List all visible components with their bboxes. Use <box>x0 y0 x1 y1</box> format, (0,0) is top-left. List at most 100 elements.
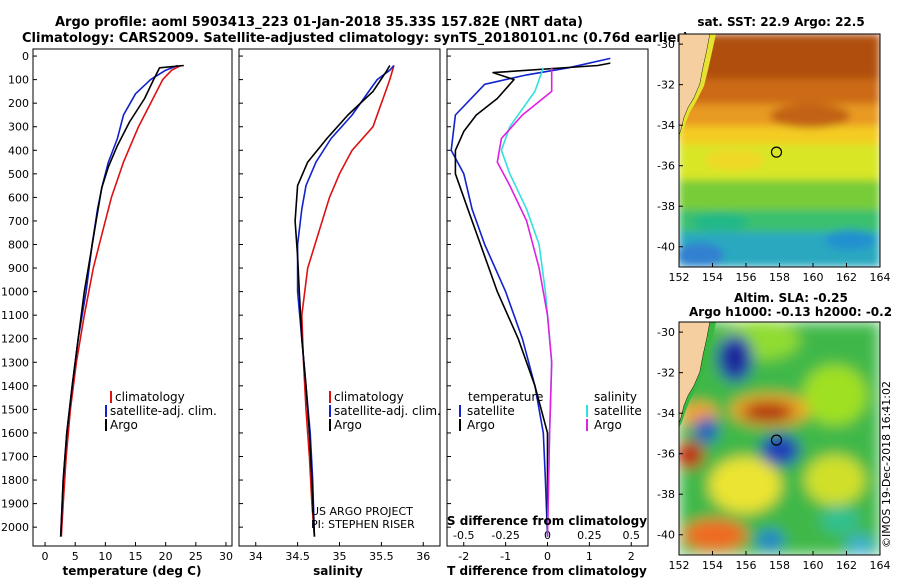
sst-map-axes: 152 154 156 158 160 162 164 -30 -32 -34 -36 -38 -40 <box>657 38 890 284</box>
x-tick-label: 36 <box>416 550 430 563</box>
x-tick-label: 25 <box>189 550 203 563</box>
lat-tick-label: -38 <box>657 200 675 213</box>
lat-tick-label: -36 <box>657 160 675 173</box>
sla-map-subtitle: Argo h1000: -0.13 h2000: -0.2 <box>689 305 892 319</box>
x-tick-label: 35.5 <box>369 550 394 563</box>
sla-map-axes: 152 154 156 158 160 162 164 -30 -32 -34 -36 -38 -40 <box>657 326 890 572</box>
legend-label-satellite: satellite-adj. clim. <box>334 404 441 418</box>
lon-tick-label: 154 <box>702 559 723 572</box>
legend-label-argo: Argo <box>334 418 362 432</box>
temperature-xlabel: temperature (deg C) <box>63 564 202 578</box>
depth-tick-label: 500 <box>8 168 29 181</box>
x-tick-label: 20 <box>159 550 173 563</box>
lat-tick-label: -34 <box>657 119 675 132</box>
legend-title-salinity: salinity <box>594 390 637 404</box>
legend-swatch-temp-argo <box>459 419 461 431</box>
sla-map: Altim. SLA: -0.25 Argo h1000: -0.13 h200… <box>657 291 892 572</box>
legend-label-satellite: satellite-adj. clim. <box>110 404 217 418</box>
lon-tick-label: 156 <box>736 559 757 572</box>
legend-swatch-sal-argo <box>586 419 588 431</box>
lat-tick-label: -32 <box>657 367 675 380</box>
x-tick-label: 5 <box>72 550 79 563</box>
depth-tick-label: 1600 <box>1 427 29 440</box>
x-tick-label: -1 <box>500 550 511 563</box>
lat-tick-label: -40 <box>657 241 675 254</box>
lon-tick-label: 160 <box>803 559 824 572</box>
depth-tick-label: 1500 <box>1 403 29 416</box>
legend-swatch-satellite <box>105 405 107 417</box>
legend-label-climatology: climatology <box>334 390 404 404</box>
depth-tick-label: 1000 <box>1 286 29 299</box>
lon-tick-label: 154 <box>702 271 723 284</box>
x-tick-label: 15 <box>129 550 143 563</box>
profile-series <box>59 57 611 537</box>
depth-tick-label: 900 <box>8 262 29 275</box>
sst-field <box>679 34 880 267</box>
depth-tick-label: 1100 <box>1 309 29 322</box>
temperature-panel-series-climatology <box>60 64 182 537</box>
salinity-panel-series-argo <box>294 65 391 537</box>
legend-title-temperature: temperature <box>468 390 543 404</box>
difference-legend: temperature satellite Argo salinity sate… <box>459 390 642 432</box>
depth-tick-label: 1300 <box>1 356 29 369</box>
lat-tick-label: -30 <box>657 326 675 339</box>
sla-map-title: Altim. SLA: -0.25 <box>734 291 848 305</box>
temperature-legend: climatology satellite-adj. clim. Argo <box>105 390 217 432</box>
x-tick-label: -2 <box>458 550 469 563</box>
depth-tick-label: 1700 <box>1 450 29 463</box>
lon-tick-label: 162 <box>836 559 857 572</box>
project-credit: US ARGO PROJECT <box>311 505 413 518</box>
depth-tick-label: 400 <box>8 144 29 157</box>
depth-tick-label: 600 <box>8 191 29 204</box>
legend-swatch-argo <box>105 419 107 431</box>
difference-xlabel2: S difference from climatology <box>447 514 647 528</box>
legend-label-climatology: climatology <box>115 390 185 404</box>
salinity-legend: climatology satellite-adj. clim. Argo <box>329 390 441 432</box>
header-line2: Climatology: CARS2009. Satellite-adjuste… <box>22 31 689 46</box>
x-tick-label: 2 <box>628 550 635 563</box>
sla-field <box>679 322 880 555</box>
argo-position-marker <box>770 146 783 158</box>
temperature-panel-frame <box>32 48 233 547</box>
x-tick-label: 0 <box>544 550 551 563</box>
temperature-panel-series-satellite <box>59 64 178 537</box>
lat-tick-label: -32 <box>657 79 675 92</box>
salinity-panel-series-satellite <box>296 64 395 537</box>
depth-axis: 0 100 200 300 400 500 600 700 800 900 1000 1100 1200… <box>1 50 451 534</box>
x2-tick-label: -0.5 <box>453 529 474 542</box>
depth-tick-label: 300 <box>8 121 29 134</box>
coastal-current <box>679 34 716 140</box>
salinity-panel-series-climatology <box>300 65 395 537</box>
difference-panel-series-argo <box>454 62 611 537</box>
x2-tick-label: 0.5 <box>623 529 641 542</box>
legend-swatch-climatology <box>329 391 331 403</box>
x2-tick-label: -0.25 <box>491 529 519 542</box>
legend-label-sal-satellite: satellite <box>594 404 642 418</box>
legend-label-argo: Argo <box>110 418 138 432</box>
difference-panel-series-sal_argo <box>496 67 553 537</box>
lat-tick-label: -36 <box>657 448 675 461</box>
sst-map-title: sat. SST: 22.9 Argo: 22.5 <box>697 15 864 29</box>
legend-swatch-climatology <box>110 391 112 403</box>
depth-tick-label: 1800 <box>1 474 29 487</box>
lon-tick-label: 158 <box>769 271 790 284</box>
lon-tick-label: 164 <box>870 559 891 572</box>
imos-credit: ©IMOS 19-Dec-2018 16:41:02 <box>880 381 893 548</box>
x-axes: 0 5 10 15 20 25 30 34 34.5 35 35.5 36 -2 -1 0 1 2 -0.5 -0.… <box>42 529 640 563</box>
lon-tick-label: 164 <box>870 271 891 284</box>
argo-position-marker <box>770 434 783 446</box>
x-tick-label: 1 <box>586 550 593 563</box>
x2-tick-label: 0.25 <box>577 529 602 542</box>
lon-tick-label: 156 <box>736 271 757 284</box>
legend-swatch-sal-satellite <box>586 405 588 417</box>
lat-tick-label: -34 <box>657 407 675 420</box>
x-tick-label: 35 <box>333 550 347 563</box>
x-tick-label: 10 <box>98 550 112 563</box>
x-tick-label: 34.5 <box>285 550 310 563</box>
lat-tick-label: -40 <box>657 529 675 542</box>
coastal-zone <box>679 322 716 428</box>
lon-tick-label: 152 <box>669 559 690 572</box>
x-tick-label: 30 <box>219 550 233 563</box>
legend-label-temp-argo: Argo <box>467 418 495 432</box>
depth-tick-label: 1400 <box>1 380 29 393</box>
